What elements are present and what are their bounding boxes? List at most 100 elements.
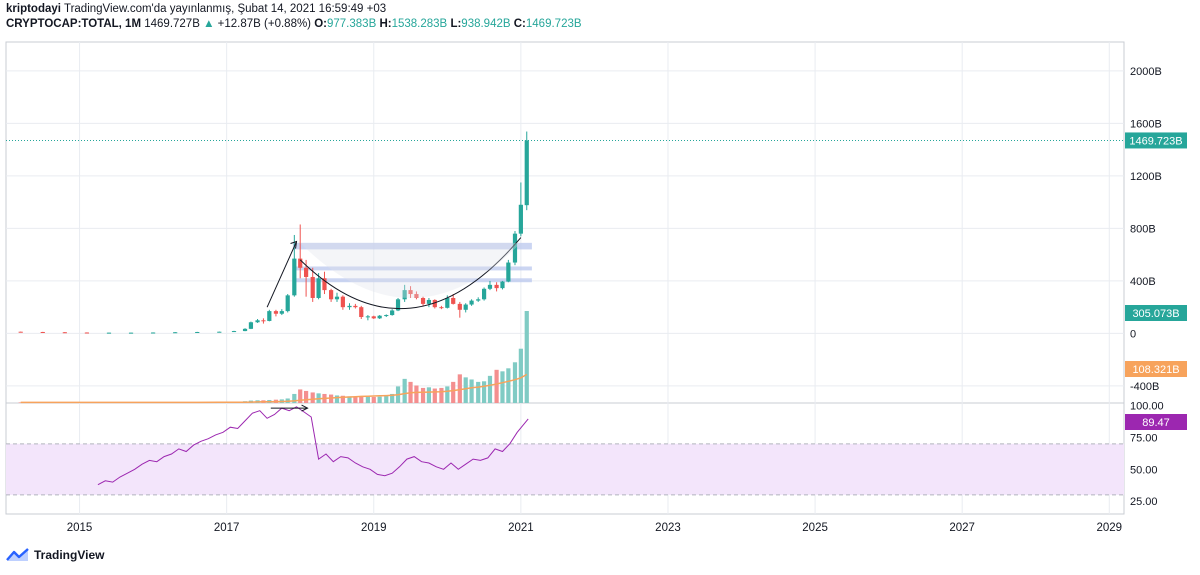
candle-body — [432, 299, 437, 308]
candle-body — [292, 258, 297, 296]
price-tick-label: 400B — [1130, 276, 1156, 288]
volume-bar — [506, 368, 511, 403]
price-tick-label: 1600B — [1130, 118, 1162, 130]
low-label: L: — [450, 18, 462, 30]
volume-bar — [476, 381, 481, 403]
candle-body — [217, 331, 222, 333]
candle-body — [62, 332, 67, 334]
candle-body — [451, 297, 456, 304]
volume-bar — [390, 393, 395, 403]
volume-bar — [494, 369, 499, 403]
candle-body — [487, 284, 493, 289]
high-label: H: — [379, 18, 392, 30]
volume-bar — [365, 396, 370, 403]
volume-bar — [512, 362, 518, 403]
volume-ma-badge: 108.321B — [1132, 364, 1179, 376]
close-value: 1469.723B — [525, 18, 582, 30]
candle-body — [395, 299, 401, 311]
volume-bar — [329, 394, 334, 403]
candle-body — [106, 332, 112, 334]
volume-bar — [340, 395, 345, 403]
candle-body — [457, 303, 462, 310]
candle-body — [255, 320, 260, 323]
volume-bar — [384, 396, 389, 403]
resistance-zone — [292, 266, 532, 271]
candle-body — [340, 296, 345, 308]
resistance-zones — [292, 242, 532, 283]
candle-body — [151, 332, 156, 334]
volume-bar — [377, 396, 382, 403]
candle-body — [84, 332, 90, 334]
volume-bar — [310, 392, 315, 403]
volume-bar — [487, 375, 493, 403]
candle-body — [524, 140, 529, 206]
volume-bar — [402, 378, 407, 403]
candle-body — [303, 267, 309, 277]
candle-body — [40, 331, 45, 333]
candle-body — [408, 290, 413, 295]
volume-bar — [432, 388, 437, 403]
footer-brand: TradingView — [6, 548, 104, 562]
volume-bar — [298, 389, 303, 403]
candle-body — [506, 262, 511, 282]
candle-body — [316, 278, 321, 298]
candle-body — [279, 311, 284, 314]
volume-bar — [518, 348, 523, 403]
candle-body — [128, 332, 134, 334]
candle-body — [261, 320, 266, 322]
change-value: +12.87B (+0.88%) — [217, 18, 312, 30]
candle-body — [426, 299, 432, 304]
candle-body — [414, 294, 419, 298]
tradingview-brand-text[interactable]: TradingView — [34, 548, 105, 562]
time-axis[interactable]: 2015 2017 2019 2021 2023 2025 2027 2029 — [67, 522, 1122, 534]
time-tick-label: 2017 — [214, 522, 240, 534]
rsi-value-badge: 89.47 — [1142, 417, 1170, 429]
candle-body — [334, 296, 340, 300]
rsi-tick-label: 25.00 — [1130, 496, 1158, 508]
price-axis[interactable]: 2000B 1600B 1200B 800B 400B 0 -400B 100.00 75.00… — [1125, 66, 1187, 508]
volume-bars — [18, 311, 529, 404]
candle-body — [481, 288, 487, 300]
candle-body — [248, 322, 254, 329]
author-name[interactable]: kriptodayi — [6, 3, 61, 15]
last-price-badge-bg — [1125, 132, 1187, 149]
rsi-band — [6, 443, 1124, 495]
resistance-zone — [292, 242, 532, 250]
time-tick-label: 2015 — [67, 522, 93, 534]
candle-body — [420, 297, 426, 304]
price-tick-label: 800B — [1130, 223, 1156, 235]
candle-body — [402, 290, 407, 300]
volume-bar — [359, 396, 364, 403]
annotations — [266, 237, 522, 310]
volume-bar — [414, 385, 419, 403]
price-tick-label: 0 — [1130, 328, 1136, 340]
price-pane[interactable] — [5, 41, 1125, 404]
low-value: 938.942B — [461, 18, 511, 30]
candle-body — [310, 276, 315, 298]
rsi-tick-label: 100.00 — [1130, 401, 1164, 413]
candlestick-series — [6, 131, 1124, 334]
trend-arrow-line — [266, 241, 297, 308]
open-value: 977.383B — [327, 18, 377, 30]
candle-body — [322, 278, 327, 291]
volume-bar — [500, 371, 505, 403]
volume-bar — [353, 396, 358, 403]
volume-bar — [524, 311, 529, 403]
candle-body — [231, 331, 237, 333]
volume-bar — [451, 381, 456, 403]
ohlc-legend: CRYPTOCAP:TOTAL, 1M 1469.727B ▲ +12.87B … — [6, 17, 1186, 32]
symbol-label[interactable]: CRYPTOCAP:TOTAL, 1M — [6, 18, 142, 30]
price-tick-label: 2000B — [1130, 66, 1162, 78]
volume-bar — [292, 393, 297, 403]
candle-body — [298, 258, 303, 268]
cup-fill — [300, 242, 521, 298]
time-tick-label: 2027 — [949, 522, 975, 534]
change-arrow-icon: ▲ — [203, 18, 215, 30]
candle-body — [518, 204, 523, 234]
candle-body — [285, 295, 290, 312]
candle-body — [273, 311, 279, 314]
candle-body — [439, 307, 444, 309]
candle-body — [377, 315, 382, 319]
volume-bar — [371, 396, 376, 403]
